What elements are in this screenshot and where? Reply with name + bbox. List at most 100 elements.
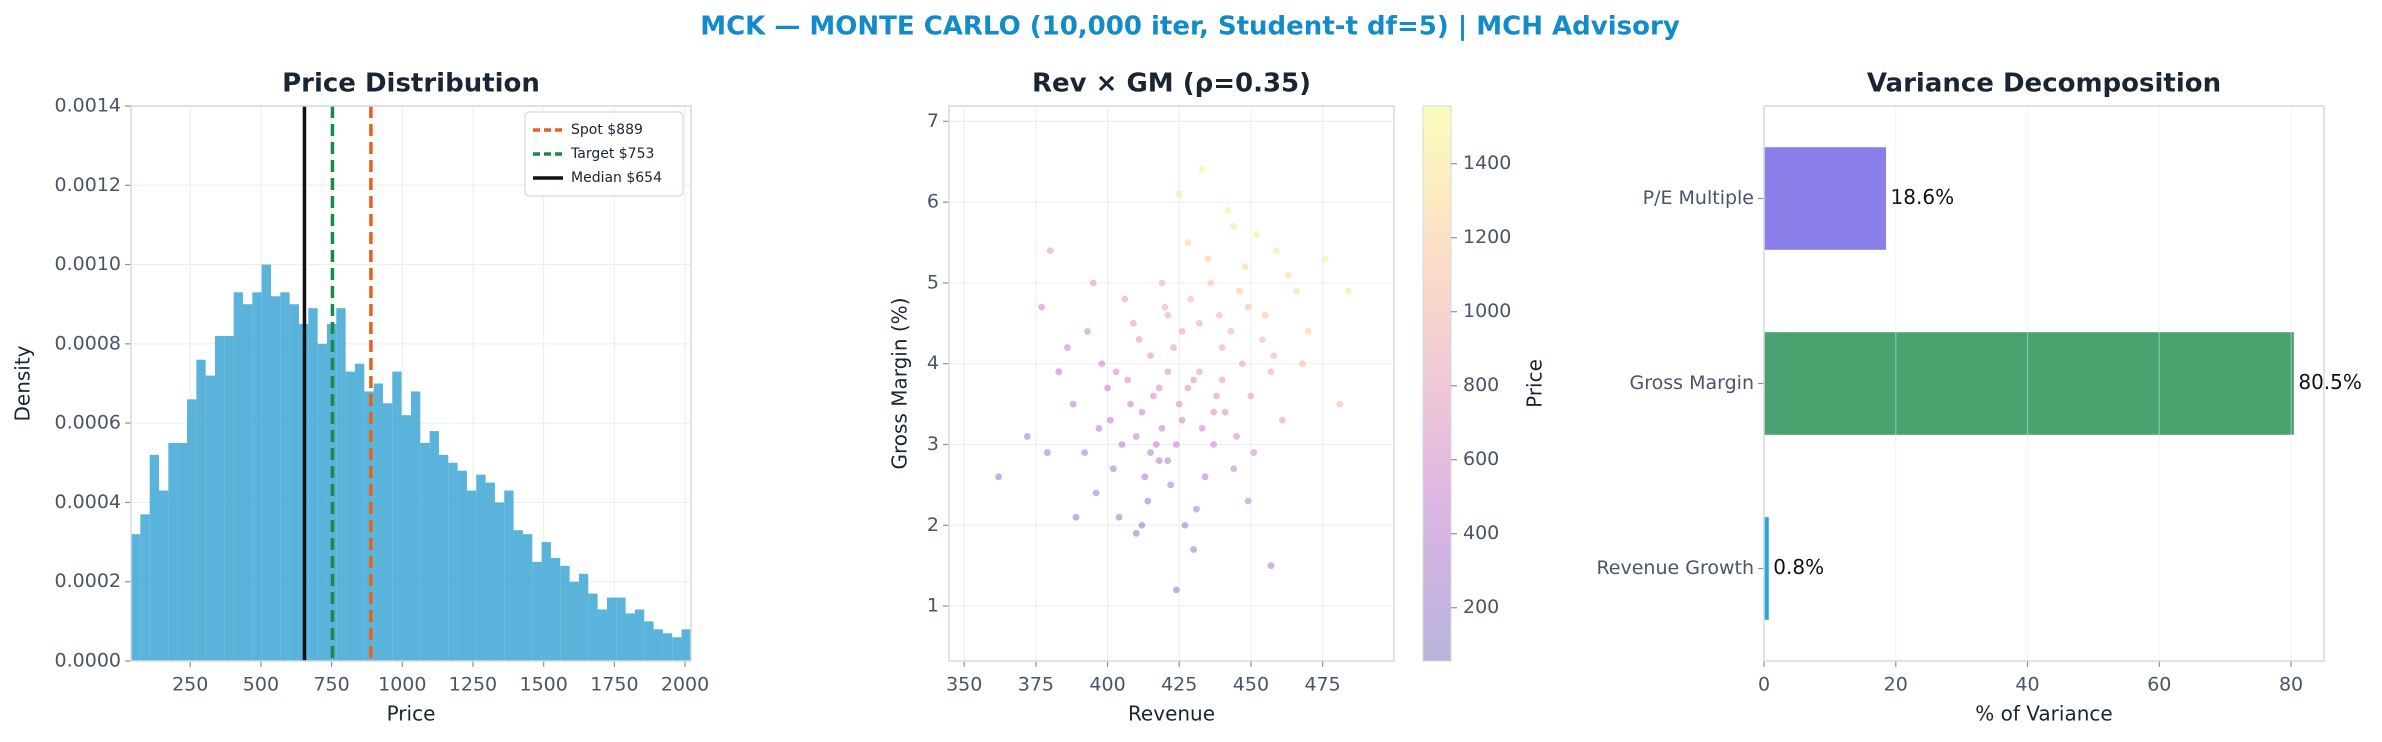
x-tick-label: 1000 (378, 674, 426, 696)
y-tick-label: 3 (927, 433, 939, 455)
scatter-point (1132, 529, 1140, 537)
histogram-bar (457, 470, 467, 661)
y-tick-label: 0.0004 (55, 491, 121, 513)
scatter-point (1081, 449, 1089, 456)
scatter-point (1127, 400, 1134, 408)
histogram-bar (261, 264, 271, 661)
legend-label: Target $753 (570, 146, 654, 162)
scatter-point (1138, 408, 1146, 416)
scatter-point (1238, 360, 1246, 368)
colorbar-tick-label: 800 (1463, 374, 1499, 396)
y-tick-label: 0.0010 (55, 253, 121, 275)
scatter-point (1181, 521, 1189, 529)
value-label: 80.5% (2298, 370, 2362, 394)
colorbar-tick-label: 600 (1463, 448, 1499, 470)
x-tick-label: 475 (1304, 674, 1340, 696)
scatter-point (1207, 279, 1215, 287)
scatter-point (1175, 400, 1183, 408)
scatter-point (1150, 392, 1157, 400)
colorbar (1422, 105, 1452, 662)
scatter-point (1241, 263, 1249, 271)
scatter-point (1164, 457, 1172, 465)
histogram-bar (504, 490, 514, 661)
bar (1763, 146, 1888, 251)
histogram-bar (317, 343, 327, 661)
histogram-bar (131, 534, 141, 661)
histogram-bar (513, 530, 523, 661)
colorbar-tick-label: 1000 (1463, 300, 1511, 322)
scatter-point (1279, 416, 1286, 424)
scatter-point (1230, 465, 1238, 473)
value-label: 0.8% (1773, 555, 1824, 579)
histogram-bar (541, 542, 551, 661)
colorbar-tick-label: 400 (1463, 522, 1499, 544)
y-tick-label: Gross Margin (1630, 372, 1754, 394)
histogram-bar (672, 637, 682, 661)
legend-box (524, 111, 684, 197)
scatter-point (1253, 231, 1261, 238)
scatter-point (1204, 255, 1212, 263)
x-tick-label: 425 (1161, 674, 1197, 696)
scatter-point (1221, 408, 1229, 416)
histogram-bar (308, 308, 318, 661)
legend-label: Median $654 (571, 170, 662, 186)
figure-title: MCK — MONTE CARLO (10,000 iter, Student-… (700, 12, 1680, 42)
x-tick-label: 40 (2015, 674, 2039, 696)
histogram-bar (634, 609, 645, 661)
scatter-point (1230, 222, 1238, 230)
histogram-bar (420, 442, 430, 661)
histogram-bar (485, 482, 495, 661)
scatter-point (1132, 433, 1140, 440)
scatter-point (1107, 416, 1114, 424)
scatter-point (1322, 255, 1329, 263)
y-tick-label: 2 (927, 514, 939, 536)
histogram-bar (224, 335, 234, 661)
x-axis-label: % of Variance (1975, 702, 2112, 726)
histogram-bar (186, 399, 197, 661)
scatter-point (1227, 327, 1235, 335)
histogram-bar (662, 633, 673, 661)
histogram-bar (606, 597, 617, 661)
histogram-bar (214, 335, 225, 661)
scatter-point (1213, 392, 1220, 400)
histogram-bar (681, 629, 691, 661)
histogram-bar (149, 454, 159, 661)
x-tick-label: 2000 (661, 674, 709, 696)
scatter-point (1098, 360, 1106, 368)
histogram-bar (438, 454, 449, 661)
histogram-bar (289, 304, 299, 661)
y-tick-label: 1 (927, 595, 939, 617)
scatter-point (1284, 271, 1292, 279)
y-axis-label: Gross Margin (%) (888, 298, 912, 470)
x-tick-label: 1500 (519, 674, 567, 696)
scatter-point (1190, 546, 1197, 553)
histogram-bar (532, 561, 542, 661)
scatter-point (1092, 489, 1100, 497)
axes-frame (1763, 105, 2325, 662)
scatter-point (1195, 319, 1203, 327)
scatter-point (1210, 408, 1218, 416)
histogram-bar (177, 442, 187, 661)
histogram-bar (205, 375, 215, 661)
scatter-point (1218, 344, 1226, 351)
scatter-point (1161, 303, 1169, 311)
histogram-bar (233, 292, 243, 661)
histogram-bar (242, 304, 253, 661)
x-tick-label: 80 (2279, 674, 2303, 696)
scatter-point (1089, 279, 1097, 287)
axes-frame (130, 105, 692, 662)
scatter-point (1158, 279, 1166, 287)
scatter-point (1178, 327, 1186, 335)
scatter-point (1236, 287, 1243, 295)
scatter-point (1095, 424, 1103, 432)
scatter-point (1273, 247, 1281, 255)
x-tick-label: 400 (1089, 674, 1125, 696)
histogram-bar (168, 442, 178, 661)
histogram-bar (616, 597, 626, 661)
scatter-point (1224, 206, 1232, 214)
scatter-point (1218, 376, 1226, 384)
histogram-bar (364, 391, 374, 661)
x-tick-label: 500 (243, 674, 279, 696)
histogram-bar (196, 359, 206, 661)
scatter-point (1046, 247, 1054, 255)
